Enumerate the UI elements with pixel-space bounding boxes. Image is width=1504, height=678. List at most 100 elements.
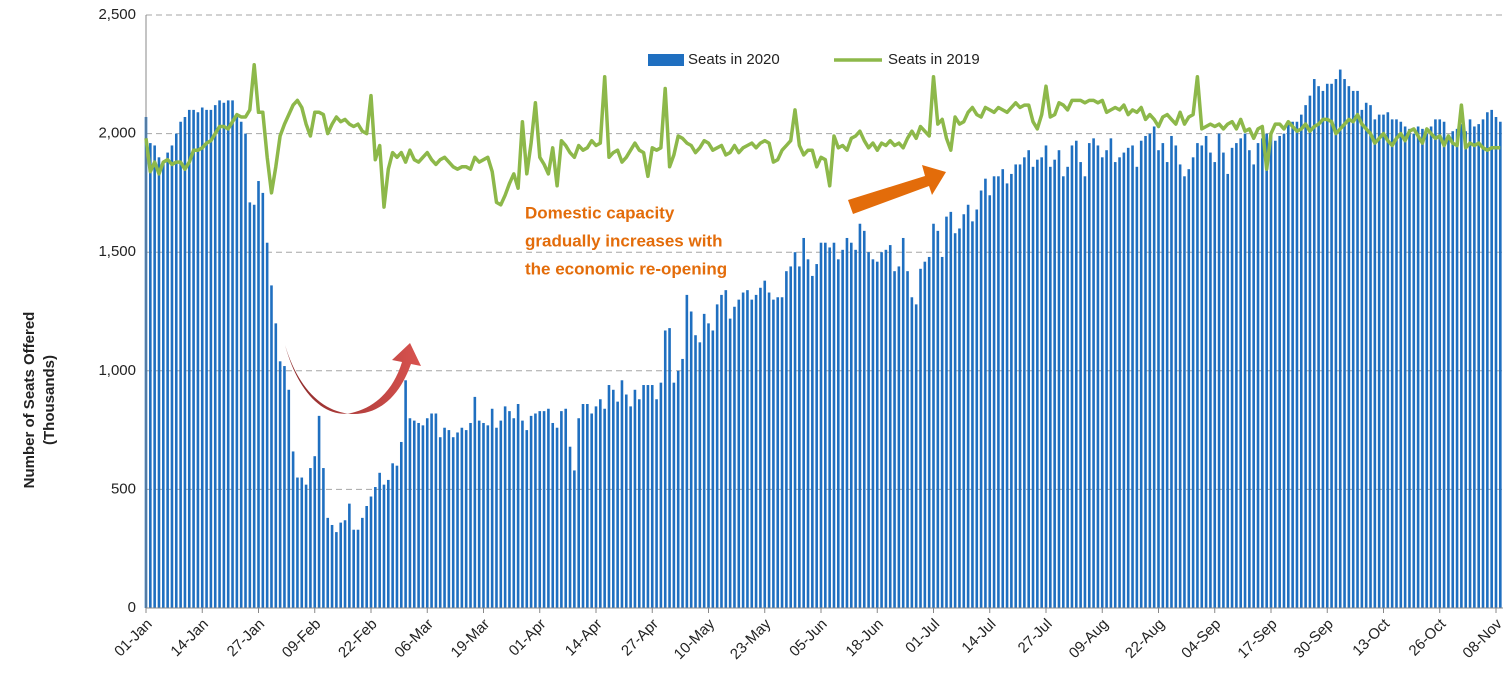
bar [720,294,723,608]
bar [499,420,503,608]
bar [1499,121,1502,609]
bar [1165,162,1169,608]
bar [650,385,654,608]
bar [1170,135,1173,609]
bar [192,109,195,608]
bar [624,394,628,608]
bar [958,228,961,609]
bar [1092,138,1095,608]
bar [460,427,464,608]
bar [642,385,645,608]
bar [1473,126,1476,608]
bar [1079,162,1082,608]
bar [166,152,169,609]
x-tick-label: 23-May [727,615,775,663]
bar [222,102,226,608]
bar [473,396,477,608]
bar [226,100,230,608]
bar [845,237,849,608]
bar [1023,157,1026,608]
bar [707,323,710,608]
x-tick-label: 06-Mar [391,616,437,662]
bar [685,294,689,608]
bar [577,418,580,608]
bar [451,437,455,608]
bar [1222,152,1225,609]
bar [586,404,589,608]
x-tick-label: 01-Jan [111,616,155,660]
bar [512,418,516,608]
bar [1330,83,1333,608]
x-tick-label: 27-Jan [224,616,268,660]
bar [1481,119,1485,609]
bar [149,143,152,608]
bar [992,176,996,608]
bar [655,399,658,608]
bar [785,271,788,608]
bar [702,313,706,608]
bar [1455,128,1459,608]
bar [1317,86,1320,608]
curved-arrow [285,343,421,415]
bar [369,496,373,608]
bar [789,266,793,608]
bar [599,399,602,608]
bar [1442,121,1446,609]
bar [858,223,862,608]
bar [607,385,611,608]
bar [1144,135,1147,609]
x-tick-label: 04-Sep [1178,616,1224,662]
bar [698,342,702,608]
bar [1049,166,1052,609]
x-tick-label: 30-Sep [1291,616,1337,662]
bar [1070,145,1074,608]
bar [252,204,256,608]
bar [966,204,970,608]
bar [616,401,619,608]
bar [200,107,204,609]
bar [218,100,221,608]
bar [213,105,217,609]
x-tick-label: 14-Jan [167,616,211,660]
bar [231,100,234,608]
bar [1118,157,1121,608]
bar [1399,121,1403,609]
bar [1295,121,1299,609]
bar [1325,83,1329,608]
bar [979,190,983,608]
x-tick-label: 05-Jun [786,616,830,660]
bar [737,299,741,608]
bar [534,413,537,608]
bar [728,318,732,608]
bar [1027,150,1030,609]
bar [923,261,927,608]
bar [776,297,780,608]
bar [741,292,745,608]
bar [612,389,615,608]
annotation-line: gradually increases with [525,231,722,250]
bar [1100,157,1104,608]
bar [819,242,823,608]
bar [1252,164,1255,608]
bar [421,425,425,608]
bar [1213,162,1217,608]
bar [581,404,585,608]
bar [551,422,555,608]
bar [278,361,282,608]
trend-arrow [848,165,946,214]
bar [235,114,239,609]
bar [1261,138,1264,608]
bar [495,427,498,608]
bar [1451,131,1455,608]
bar [568,446,572,608]
bar [1161,143,1165,608]
bar [1334,79,1338,608]
x-tick-label: 17-Sep [1234,616,1280,662]
bar [772,299,775,608]
bar [1018,164,1022,608]
y-tick-label: 2,500 [98,6,136,23]
bar [209,109,213,608]
bar [875,261,879,608]
bar [1053,159,1056,608]
